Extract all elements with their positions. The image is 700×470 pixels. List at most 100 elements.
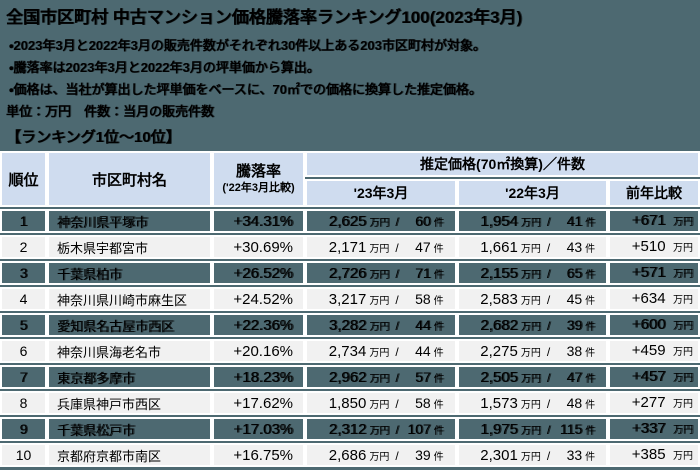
yoy-diff-cell: +459 万円 bbox=[608, 339, 700, 363]
price-2023-content: 2,962 万円 / 57 件 bbox=[307, 369, 455, 386]
price-2023-cell: 2,312 万円 / 107 件 bbox=[305, 417, 457, 441]
price-2022-value: 2,583 bbox=[480, 290, 518, 308]
slash-separator: / bbox=[395, 370, 399, 385]
yoy-diff-value: +337 bbox=[631, 420, 666, 437]
slash-separator: / bbox=[546, 318, 551, 333]
slash-separator: / bbox=[546, 240, 551, 255]
price-2022-content: 2,505 万円 / 47 件 bbox=[459, 369, 606, 386]
currency-unit-label: 万円 bbox=[369, 321, 390, 333]
yoy-diff-value: +457 bbox=[631, 368, 666, 385]
note-line-1: ・2023年3月と2022年3月の販売件数がそれぞれ30件以上ある203市区町村… bbox=[9, 38, 486, 53]
rank-cell: 1 bbox=[0, 209, 47, 233]
price-2022-value: 1,954 bbox=[480, 212, 518, 230]
municipality-cell: 神奈川県平塚市 bbox=[47, 209, 212, 233]
count-unit-label: 件 bbox=[433, 425, 444, 437]
municipality-cell: 愛知県名古屋市西区 bbox=[47, 313, 212, 337]
slash-separator: / bbox=[546, 214, 551, 229]
price-2022-cell: 2,275 万円 / 38 件 bbox=[457, 339, 608, 363]
price-2023-value: 3,282 bbox=[328, 316, 367, 334]
price-2023-cell: 2,625 万円 / 60 件 bbox=[305, 209, 457, 233]
rate-cell: +17.03% bbox=[212, 417, 305, 441]
price-2023-value: 2,734 bbox=[328, 342, 367, 360]
header-month-2023: '23年3月 bbox=[305, 179, 457, 207]
rank-cell: 10 bbox=[0, 443, 47, 467]
yoy-diff-cell: +634 万円 bbox=[608, 287, 700, 311]
price-2023-content: 2,171 万円 / 47 件 bbox=[307, 239, 455, 256]
price-2022-value: 2,682 bbox=[480, 316, 518, 334]
currency-unit-label: 万円 bbox=[520, 347, 541, 359]
count-unit-label: 件 bbox=[433, 321, 444, 333]
count-unit-label: 件 bbox=[585, 399, 596, 411]
header-rate-sublabel: ('22年3月比較) bbox=[222, 182, 295, 194]
price-2023-content: 3,217 万円 / 58 件 bbox=[307, 291, 455, 308]
rank-cell: 3 bbox=[0, 261, 47, 285]
currency-unit-label: 万円 bbox=[520, 217, 541, 229]
slash-separator: / bbox=[395, 240, 399, 255]
price-2023-value: 2,312 bbox=[328, 420, 367, 438]
count-unit-label: 件 bbox=[585, 243, 596, 255]
yoy-diff-value: +277 bbox=[631, 394, 666, 411]
price-2023-cell: 2,962 万円 / 57 件 bbox=[305, 365, 457, 389]
price-2023-content: 3,282 万円 / 44 件 bbox=[307, 317, 455, 334]
header-municipality: 市区町村名 bbox=[47, 151, 212, 207]
price-2023-content: 2,312 万円 / 107 件 bbox=[307, 421, 455, 438]
currency-unit-label: 万円 bbox=[520, 295, 541, 307]
price-2022-cell: 1,661 万円 / 43 件 bbox=[457, 235, 608, 259]
price-2023-content: 2,726 万円 / 71 件 bbox=[307, 265, 455, 282]
yoy-diff-cell: +385 万円 bbox=[608, 443, 700, 467]
count-2023-value: 60 bbox=[415, 212, 431, 229]
count-2022-value: 65 bbox=[566, 264, 583, 281]
currency-unit-label: 万円 bbox=[673, 295, 694, 306]
currency-unit-label: 万円 bbox=[673, 217, 694, 228]
price-2022-content: 1,954 万円 / 41 件 bbox=[459, 213, 606, 230]
currency-unit-label: 万円 bbox=[673, 425, 694, 436]
currency-unit-label: 万円 bbox=[369, 347, 390, 359]
yoy-diff-value: +571 bbox=[631, 264, 666, 281]
currency-unit-label: 万円 bbox=[520, 243, 541, 255]
count-2022-value: 41 bbox=[566, 212, 583, 229]
yoy-diff-value: +510 bbox=[631, 238, 666, 255]
price-2023-value: 2,171 bbox=[328, 238, 367, 256]
price-2022-cell: 2,155 万円 / 65 件 bbox=[457, 261, 608, 285]
yoy-diff-cell: +600 万円 bbox=[608, 313, 700, 337]
yoy-diff-value: +600 bbox=[631, 316, 666, 333]
yoy-diff-cell: +457 万円 bbox=[608, 365, 700, 389]
price-2023-cell: 3,217 万円 / 58 件 bbox=[305, 287, 457, 311]
count-2023-value: 107 bbox=[407, 420, 431, 437]
currency-unit-label: 万円 bbox=[673, 243, 694, 254]
notes-block: ・2023年3月と2022年3月の販売件数がそれぞれ30件以上ある203市区町村… bbox=[0, 35, 700, 101]
currency-unit-label: 万円 bbox=[369, 243, 390, 255]
count-unit-label: 件 bbox=[585, 425, 596, 437]
rank-cell: 5 bbox=[0, 313, 47, 337]
count-2022-value: 33 bbox=[566, 446, 583, 463]
municipality-cell: 京都府京都市南区 bbox=[47, 443, 212, 467]
currency-unit-label: 万円 bbox=[673, 373, 694, 384]
count-2023-value: 57 bbox=[415, 368, 431, 385]
price-2022-content: 1,975 万円 / 115 件 bbox=[459, 421, 606, 438]
slash-separator: / bbox=[546, 370, 551, 385]
slash-separator: / bbox=[546, 344, 551, 359]
rate-cell: +17.62% bbox=[212, 391, 305, 415]
rate-cell: +18.23% bbox=[212, 365, 305, 389]
slash-separator: / bbox=[395, 448, 399, 463]
slash-separator: / bbox=[395, 422, 399, 437]
price-2022-content: 1,573 万円 / 48 件 bbox=[459, 395, 606, 412]
currency-unit-label: 万円 bbox=[369, 295, 390, 307]
section-label: 【ランキング1位～10位】 bbox=[6, 129, 181, 146]
municipality-cell: 兵庫県神戸市西区 bbox=[47, 391, 212, 415]
count-unit-label: 件 bbox=[433, 295, 444, 307]
price-2022-content: 1,661 万円 / 43 件 bbox=[459, 239, 606, 256]
header-price-group: 推定価格(70㎡換算)／件数 bbox=[305, 151, 700, 177]
yoy-diff-cell: +571 万円 bbox=[608, 261, 700, 285]
note-line-3: ・価格は、当社が算出した坪単価をベースに、70㎡での価格に換算した推定価格。 bbox=[9, 82, 482, 97]
count-unit-label: 件 bbox=[433, 347, 444, 359]
price-2023-value: 3,217 bbox=[328, 290, 367, 308]
rate-cell: +16.75% bbox=[212, 443, 305, 467]
count-unit-label: 件 bbox=[585, 269, 596, 281]
price-2022-value: 2,301 bbox=[480, 446, 518, 464]
slash-separator: / bbox=[546, 396, 551, 411]
price-2022-cell: 2,301 万円 / 33 件 bbox=[457, 443, 608, 467]
price-2023-value: 2,962 bbox=[328, 368, 367, 386]
rank-cell: 2 bbox=[0, 235, 47, 259]
municipality-cell: 神奈川県海老名市 bbox=[47, 339, 212, 363]
